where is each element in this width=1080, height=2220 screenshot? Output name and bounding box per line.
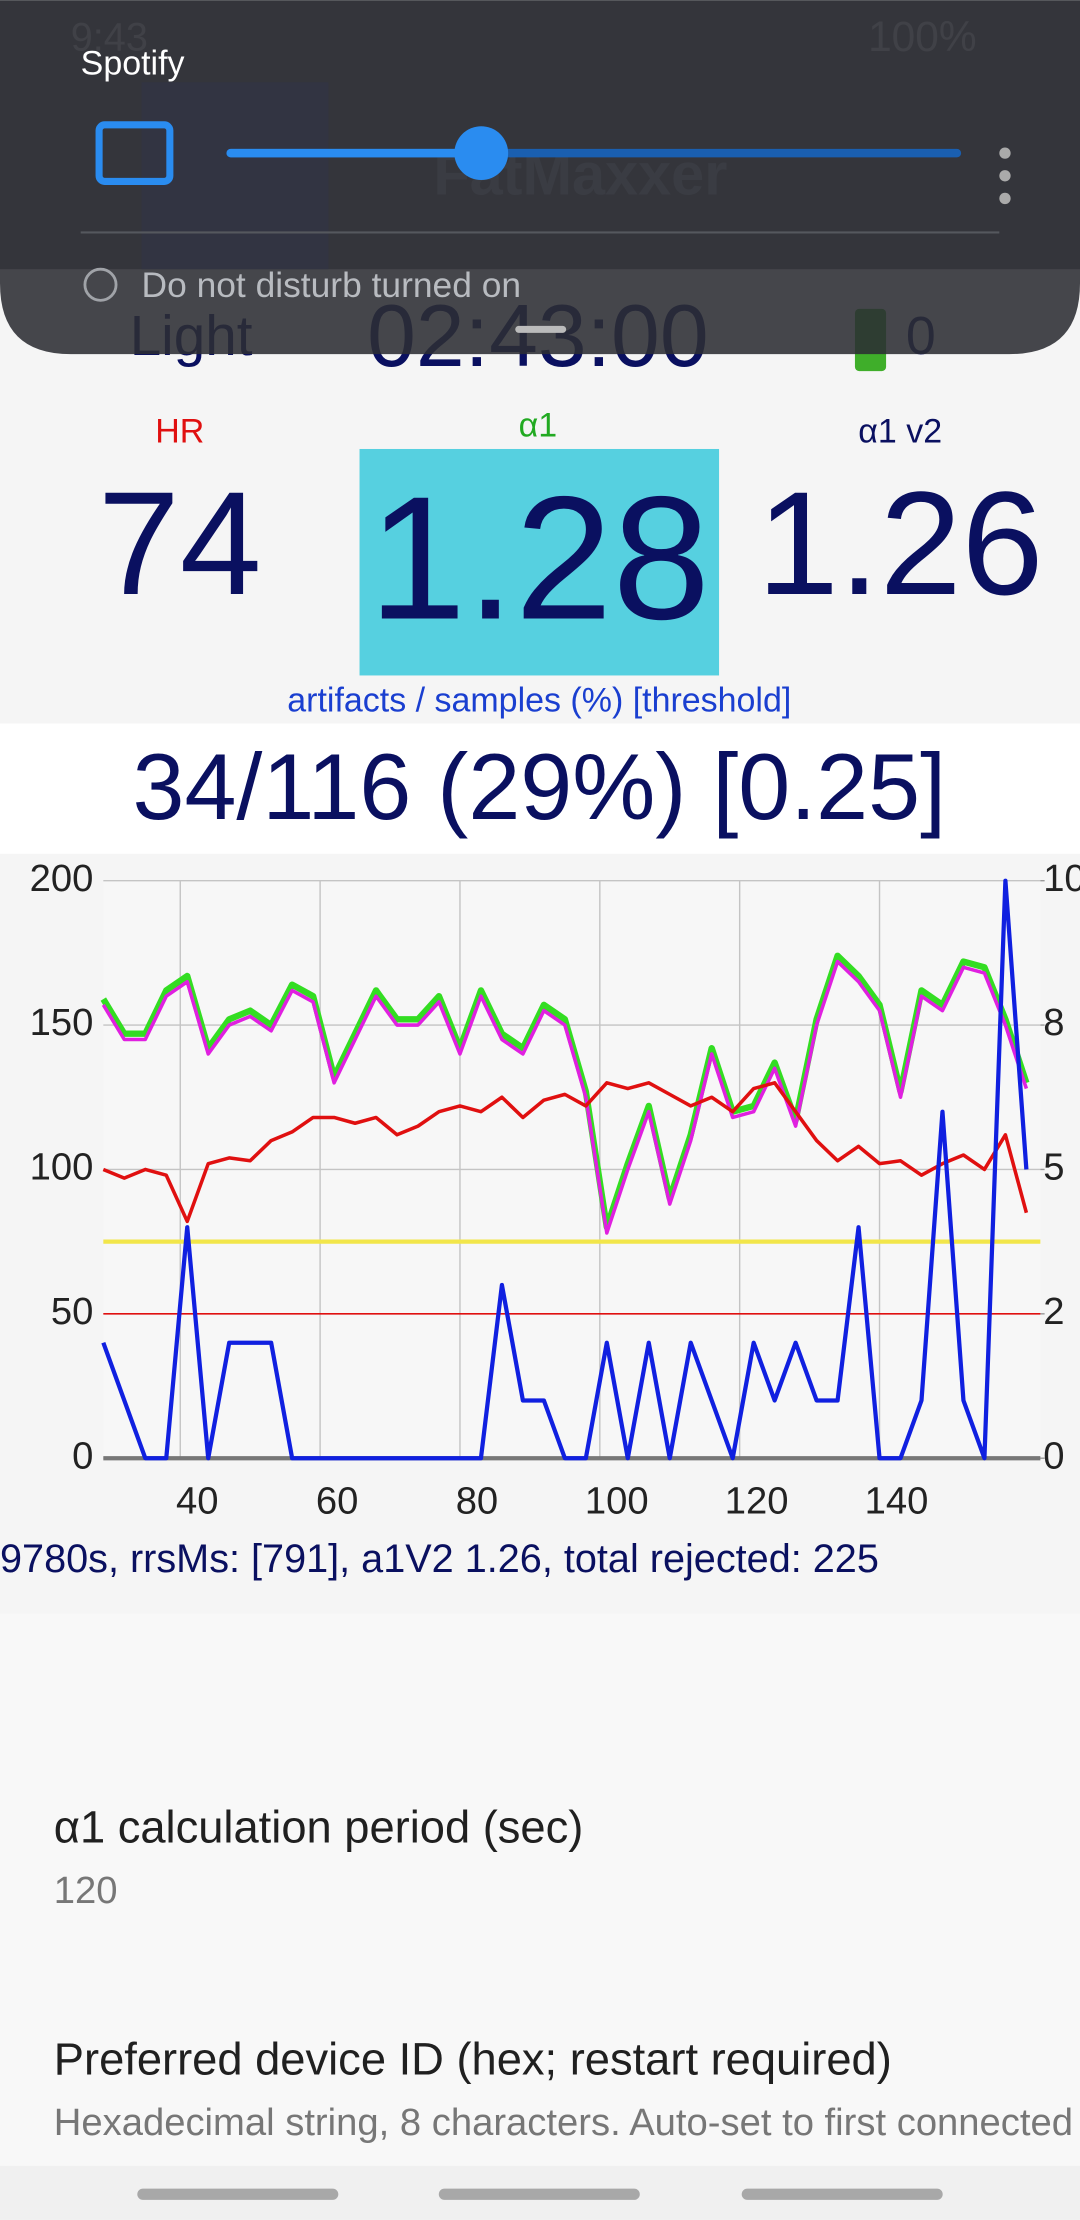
notification-shade xyxy=(0,0,1080,355)
log-line: 9780s, rrsMs: [791], a1V2 1.26, total re… xyxy=(0,1537,879,1581)
menu-dot[interactable] xyxy=(999,192,1011,205)
x-tick-label: 120 xyxy=(725,1480,789,1523)
x-tick-label: 100 xyxy=(585,1480,649,1523)
artifacts-value: 34/116 (29%) [0.25] xyxy=(133,734,947,839)
series-line xyxy=(101,959,1029,1235)
setting-summary: Hexadecimal string, 8 characters. Auto-s… xyxy=(54,2101,1080,2144)
y2-tick-label: 0 xyxy=(1043,1434,1064,1477)
metric-label: α1 xyxy=(519,407,558,445)
y-tick-label: 100 xyxy=(30,1146,94,1189)
setting-title[interactable]: α1 calculation period (sec) xyxy=(54,1801,584,1852)
metric-value: 74 xyxy=(98,462,262,626)
notification-app[interactable]: Spotify xyxy=(81,44,185,82)
y-tick-label: 200 xyxy=(30,857,94,900)
y2-tick-label: 10 xyxy=(1043,857,1080,900)
y2-tick-label: 2 xyxy=(1043,1290,1064,1333)
series-line xyxy=(102,1081,1029,1224)
y2-tick-label: 5 xyxy=(1043,1146,1064,1189)
artifacts-panel xyxy=(0,723,1080,854)
nav-button[interactable] xyxy=(741,2188,943,2200)
metric-value: 1.28 xyxy=(369,460,711,656)
nav-button[interactable] xyxy=(438,2188,640,2200)
y-tick-label: 0 xyxy=(72,1434,93,1477)
metric-value: 1.26 xyxy=(757,462,1043,626)
cast-icon[interactable] xyxy=(95,121,174,185)
setting-title[interactable]: Preferred device ID (hex; restart requir… xyxy=(54,2034,892,2085)
y2-tick-label: 8 xyxy=(1043,1001,1064,1044)
x-tick-label: 80 xyxy=(456,1480,499,1523)
menu-dot[interactable] xyxy=(999,170,1011,182)
menu-dot[interactable] xyxy=(999,147,1011,159)
notification-message: Do not disturb turned on xyxy=(142,266,522,305)
x-tick-label: 60 xyxy=(316,1480,359,1523)
setting-summary: 120 xyxy=(54,1869,118,1912)
settings-list xyxy=(0,1613,1080,2166)
x-tick-label: 40 xyxy=(176,1480,219,1523)
series-line xyxy=(100,952,1030,1231)
volume-thumb[interactable] xyxy=(454,126,509,181)
dnd-icon xyxy=(83,267,118,302)
chart: 0 50 100 150 200 0 2 5 8 10 40 60 80 100 120 140 xyxy=(30,857,1080,1523)
artifacts-label: artifacts / samples (%) [threshold] xyxy=(287,681,791,719)
shade-handle[interactable] xyxy=(515,325,567,333)
x-tick-label: 140 xyxy=(865,1480,929,1523)
metric-label: α1 v2 xyxy=(858,412,942,450)
alpha1-highlight xyxy=(359,448,720,676)
metric-label: HR xyxy=(155,412,204,450)
series-line xyxy=(101,878,1029,1461)
y-tick-label: 150 xyxy=(30,1001,94,1044)
nav-button[interactable] xyxy=(137,2188,339,2200)
y-tick-label: 50 xyxy=(51,1290,94,1333)
